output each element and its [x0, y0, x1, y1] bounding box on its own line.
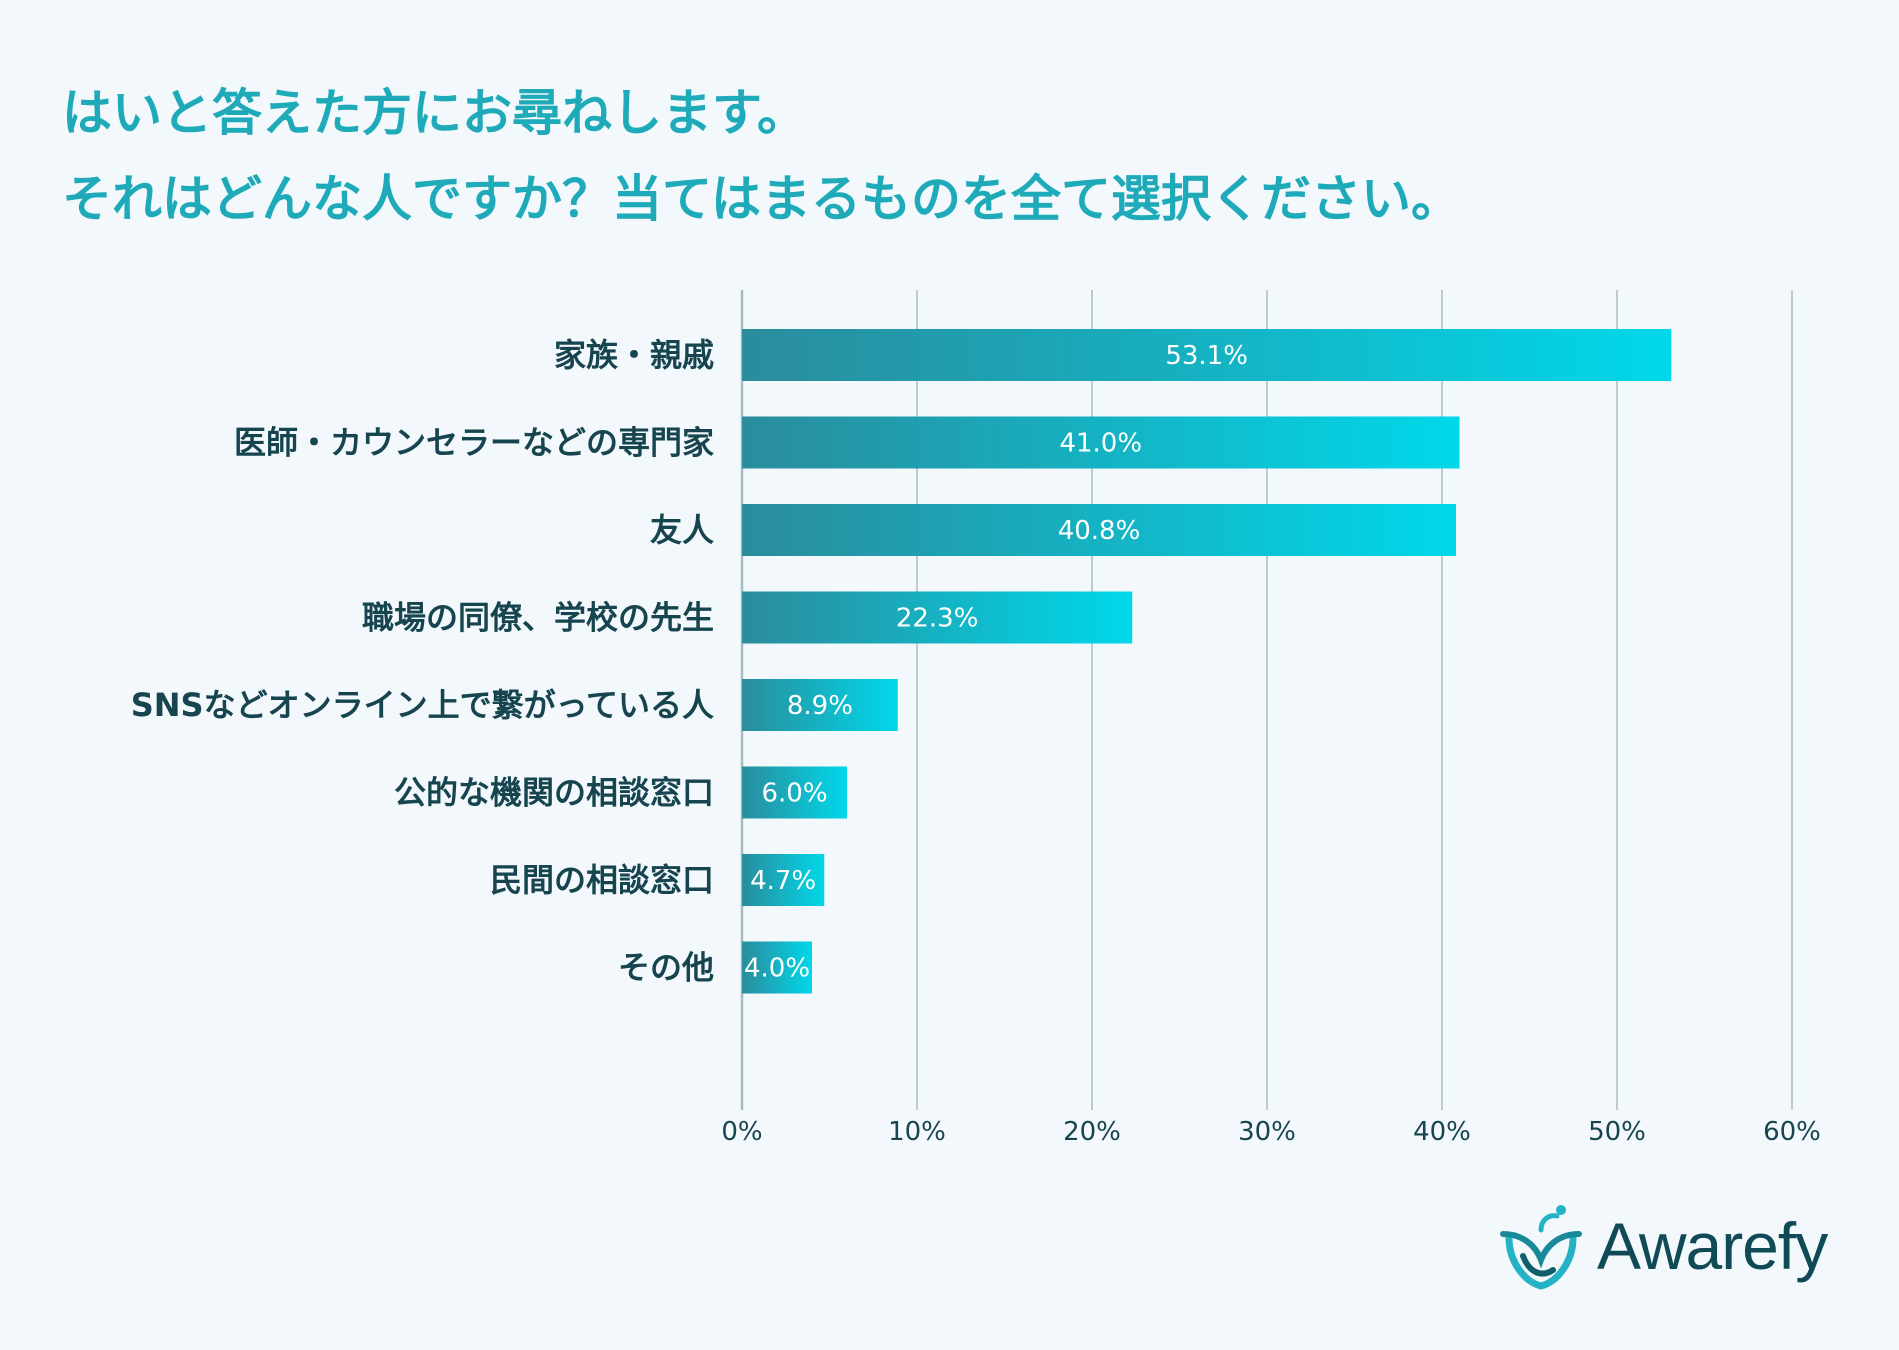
x-tick-label: 40%	[1413, 1117, 1471, 1147]
bar-chart: 53.1% 41.0% 40.8% 22.3% 8.9% 6.0% 4.7% 4.0% 家族・…	[131, 290, 1821, 1147]
gridlines	[740, 290, 1793, 1110]
title-line-2: それはどんな人ですか？当てはまるものを全て選択ください。	[62, 170, 1461, 228]
x-tick-label: 20%	[1063, 1117, 1121, 1147]
category-label: 医師・カウンセラーなどの専門家	[234, 424, 714, 462]
bar-value-label: 6.0%	[761, 779, 827, 809]
title-line-1: はいと答えた方にお尋ねします。	[62, 84, 807, 142]
category-label: 家族・親戚	[554, 336, 714, 374]
bar-value-label: 8.9%	[787, 691, 853, 721]
category-label: 公的な機関の相談窓口	[394, 774, 714, 812]
bar	[742, 766, 847, 819]
bar	[742, 329, 1672, 381]
bar	[742, 854, 825, 906]
bar-value-label: 4.7%	[750, 866, 816, 896]
bar	[742, 679, 898, 731]
x-tick-label: 60%	[1763, 1117, 1821, 1147]
category-label: 友人	[650, 511, 714, 549]
category-label: 民間の相談窓口	[490, 861, 714, 899]
bar-value-label: 41.0%	[1059, 429, 1142, 459]
awarefy-logo: Awarefy	[1495, 1200, 1828, 1292]
x-tick-label: 30%	[1238, 1117, 1296, 1147]
bars: 53.1% 41.0% 40.8% 22.3% 8.9% 6.0% 4.7% 4.0%	[742, 329, 1672, 994]
logo-text: Awarefy	[1597, 1209, 1828, 1283]
category-label: SNSなどオンライン上で繋がっている人	[131, 686, 714, 724]
bar-value-label: 22.3%	[896, 604, 979, 634]
bar	[742, 504, 1456, 556]
category-label: その他	[618, 949, 714, 987]
x-axis-tick-labels: 0% 10% 20% 30% 40% 50% 60%	[721, 1117, 1821, 1147]
bar	[742, 941, 812, 994]
bar-value-label: 53.1%	[1165, 341, 1248, 371]
bar-value-label: 40.8%	[1058, 516, 1141, 546]
awarefy-mark-icon	[1500, 1205, 1582, 1290]
bar-value-label: 4.0%	[744, 954, 810, 984]
bar	[742, 591, 1133, 644]
x-tick-label: 50%	[1588, 1117, 1646, 1147]
x-tick-label: 10%	[888, 1117, 946, 1147]
bar	[742, 416, 1460, 469]
chart-title: はいと答えた方にお尋ねします。 それはどんな人ですか？当てはまるものを全て選択く…	[62, 70, 1461, 242]
category-label: 職場の同僚、学校の先生	[362, 599, 714, 637]
x-tick-label: 0%	[721, 1117, 762, 1147]
